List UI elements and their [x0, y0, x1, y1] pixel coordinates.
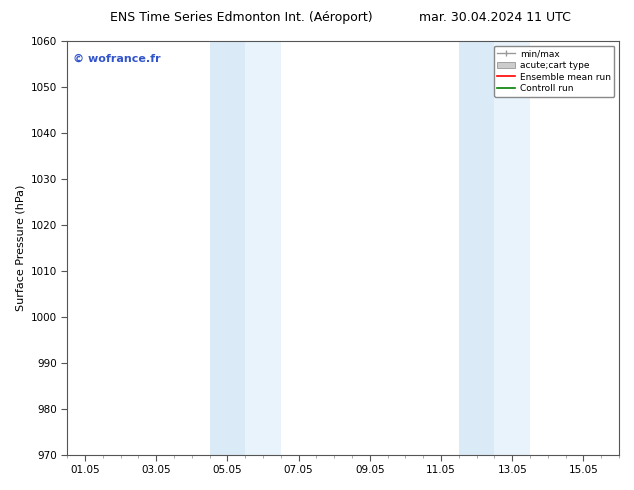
Bar — [245, 41, 281, 455]
Legend: min/max, acute;cart type, Ensemble mean run, Controll run: min/max, acute;cart type, Ensemble mean … — [494, 46, 614, 97]
Bar — [459, 41, 495, 455]
Text: ENS Time Series Edmonton Int. (Aéroport): ENS Time Series Edmonton Int. (Aéroport) — [110, 11, 372, 24]
Text: © wofrance.fr: © wofrance.fr — [73, 53, 160, 64]
Bar — [495, 41, 530, 455]
Y-axis label: Surface Pressure (hPa): Surface Pressure (hPa) — [15, 185, 25, 311]
Bar — [210, 41, 245, 455]
Text: mar. 30.04.2024 11 UTC: mar. 30.04.2024 11 UTC — [418, 11, 571, 24]
